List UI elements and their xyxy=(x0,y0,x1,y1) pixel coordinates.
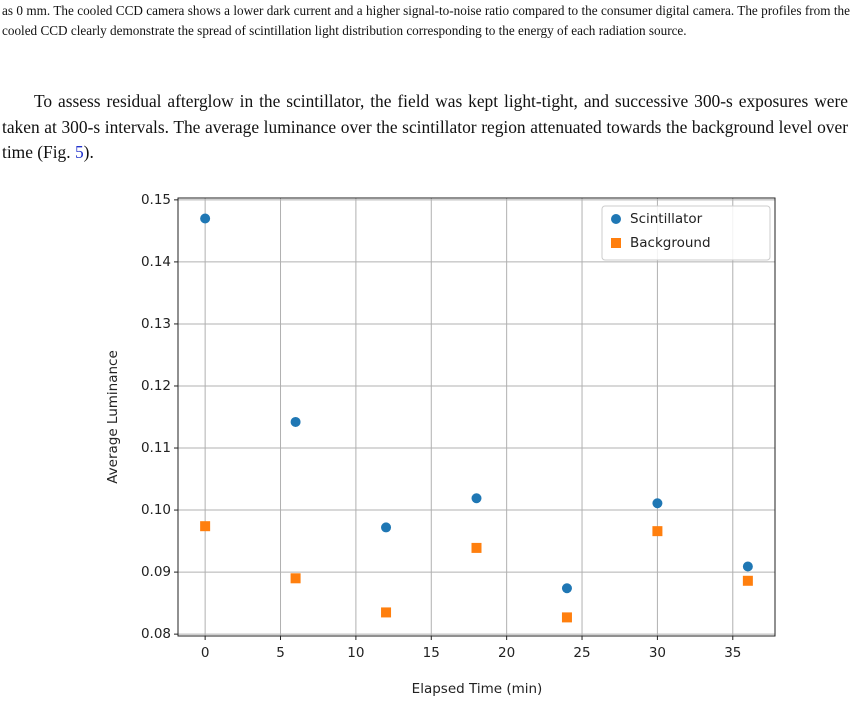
legend-marker xyxy=(611,214,621,224)
data-point xyxy=(471,493,482,504)
paragraph: To assess residual afterglow in the scin… xyxy=(2,89,848,166)
y-tick-label: 0.11 xyxy=(141,440,171,456)
x-tick-label: 0 xyxy=(201,645,210,661)
legend-marker xyxy=(611,238,621,248)
data-point xyxy=(742,561,753,572)
y-tick-label: 0.13 xyxy=(141,316,171,332)
y-tick-label: 0.10 xyxy=(141,502,171,518)
data-point xyxy=(200,521,211,532)
y-axis-label: Average Luminance xyxy=(105,350,121,484)
x-tick-label: 20 xyxy=(498,645,515,661)
data-point xyxy=(561,583,572,594)
text: ). xyxy=(83,142,94,162)
data-point xyxy=(200,213,211,224)
legend-label: Scintillator xyxy=(630,211,703,227)
caption: as 0 mm. The cooled CCD camera shows a l… xyxy=(2,3,850,38)
y-tick-label: 0.12 xyxy=(141,378,171,394)
x-tick-label: 30 xyxy=(649,645,666,661)
x-tick-label: 25 xyxy=(573,645,590,661)
data-point xyxy=(290,416,301,427)
data-point xyxy=(381,607,392,618)
figure-link[interactable]: 5 xyxy=(74,142,84,162)
data-point xyxy=(561,612,572,623)
y-tick-label: 0.15 xyxy=(141,192,171,208)
data-point xyxy=(742,575,753,586)
y-tick-label: 0.14 xyxy=(141,254,171,270)
text: To assess residual afterglow in the scin… xyxy=(2,91,848,162)
x-tick-label: 15 xyxy=(423,645,440,661)
plot-frame xyxy=(177,197,776,637)
legend-box xyxy=(601,205,771,261)
data-point xyxy=(471,542,482,553)
data-point xyxy=(290,573,301,584)
x-tick-label: 5 xyxy=(276,645,285,661)
legend-label: Background xyxy=(630,235,711,251)
x-tick-label: 35 xyxy=(724,645,741,661)
x-axis-label: Elapsed Time (min) xyxy=(412,681,543,697)
data-point xyxy=(652,498,663,509)
y-tick-label: 0.09 xyxy=(141,564,171,580)
y-tick-label: 0.08 xyxy=(141,626,171,642)
data-point xyxy=(381,522,392,533)
data-point xyxy=(652,526,663,537)
x-tick-label: 10 xyxy=(347,645,364,661)
